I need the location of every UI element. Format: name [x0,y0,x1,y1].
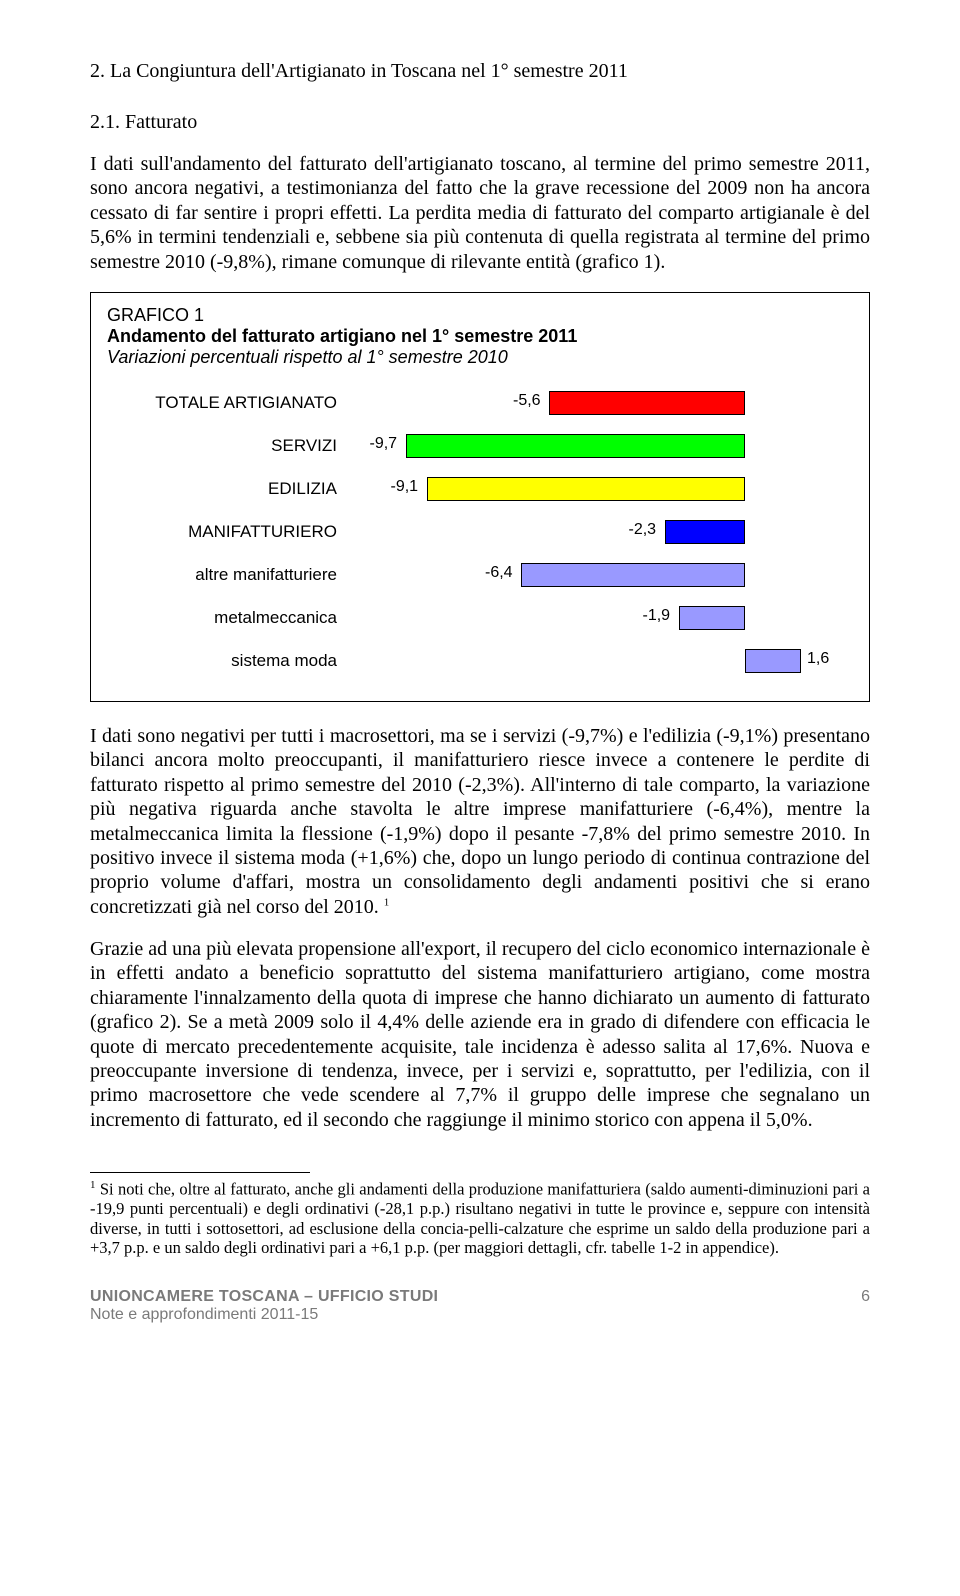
paragraph-2: I dati sono negativi per tutti i macrose… [90,724,870,919]
chart-bar [427,477,746,501]
sub-heading: 2.1. Fatturato [90,111,870,134]
footnote-text: Si noti che, oltre al fatturato, anche g… [90,1180,870,1257]
footer-series: Note e approfondimenti 2011-15 [90,1306,438,1324]
chart-bar-zone: -5,6 [345,389,845,417]
chart-title: Andamento del fatturato artigiano nel 1°… [107,326,853,347]
chart-area: TOTALE ARTIGIANATO -5,6 SERVIZI -9,7 EDILIZI… [107,382,853,683]
chart-bar [745,649,801,673]
paragraph-2-text: I dati sono negativi per tutti i macrose… [90,725,870,918]
chart-row: SERVIZI -9,7 [107,425,853,468]
paragraph-3: Grazie ad una più elevata propensione al… [90,937,870,1132]
chart-bar-value: -1,9 [643,607,671,625]
chart-row-label: metalmeccanica [107,608,345,628]
chart-bar-value: -9,1 [391,478,419,496]
chart-row-label: SERVIZI [107,436,345,456]
chart-row-label: TOTALE ARTIGIANATO [107,393,345,413]
chart-bar-zone: 1,6 [345,647,845,675]
chart-bar [665,520,746,544]
page: 2. La Congiuntura dell'Artigianato in To… [0,0,960,1364]
chart-row: MANIFATTURIERO -2,3 [107,511,853,554]
chart-bar-value: -6,4 [485,564,513,582]
chart-bar-zone: -9,7 [345,432,845,460]
chart-pretitle: GRAFICO 1 [107,305,853,326]
footnote-ref-1: 1 [384,896,390,908]
chart-bar [549,391,745,415]
chart-row: metalmeccanica -1,9 [107,597,853,640]
chart-row: altre manifatturiere -6,4 [107,554,853,597]
footnote-separator [90,1172,310,1173]
chart-bar-value: -2,3 [629,521,657,539]
chart-bar-value: -5,6 [513,392,541,410]
footer-org: UNIONCAMERE TOSCANA – UFFICIO STUDI [90,1288,438,1306]
chart-row: TOTALE ARTIGIANATO -5,6 [107,382,853,425]
section-heading: 2. La Congiuntura dell'Artigianato in To… [90,60,870,83]
footer-page-number: 6 [861,1288,870,1324]
paragraph-1: I dati sull'andamento del fatturato dell… [90,152,870,274]
chart-box: GRAFICO 1 Andamento del fatturato artigi… [90,292,870,702]
chart-bar-zone: -1,9 [345,604,845,632]
chart-row-label: sistema moda [107,651,345,671]
chart-row: EDILIZIA -9,1 [107,468,853,511]
footer-left: UNIONCAMERE TOSCANA – UFFICIO STUDI Note… [90,1288,438,1324]
chart-bar [521,563,745,587]
chart-row-label: EDILIZIA [107,479,345,499]
chart-bar-value: -9,7 [370,435,398,453]
chart-row-label: MANIFATTURIERO [107,522,345,542]
chart-bar-zone: -9,1 [345,475,845,503]
chart-row-label: altre manifatturiere [107,565,345,585]
chart-bar-value: 1,6 [807,650,829,668]
chart-row: sistema moda 1,6 [107,640,853,683]
chart-bar [679,606,746,630]
footnote-1: 1 Si noti che, oltre al fatturato, anche… [90,1179,870,1257]
chart-bar-zone: -2,3 [345,518,845,546]
chart-bar-zone: -6,4 [345,561,845,589]
chart-subtitle: Variazioni percentuali rispetto al 1° se… [107,347,853,368]
page-footer: UNIONCAMERE TOSCANA – UFFICIO STUDI Note… [90,1288,870,1324]
chart-bar [406,434,746,458]
